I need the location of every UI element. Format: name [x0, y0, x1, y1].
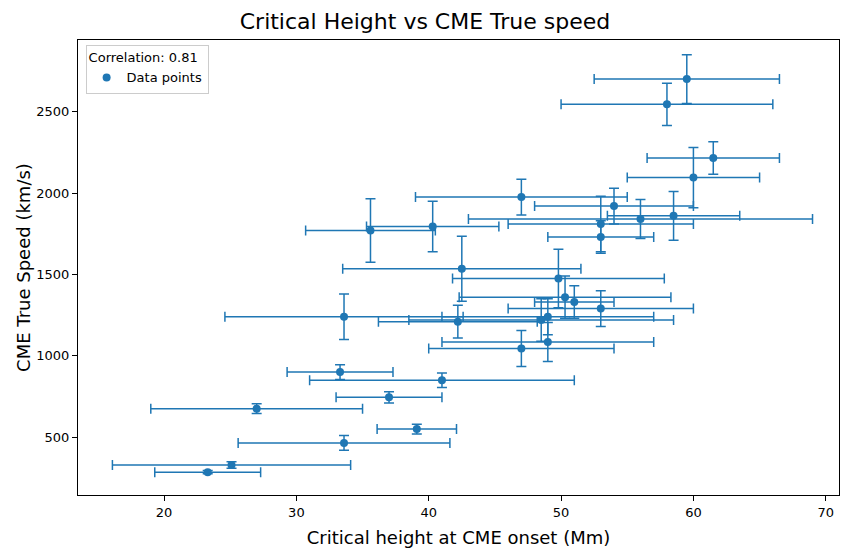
svg-text:40: 40: [420, 505, 437, 520]
svg-text:1000: 1000: [36, 348, 69, 363]
svg-text:Critical Height vs CME True sp: Critical Height vs CME True speed: [240, 9, 611, 34]
svg-text:2000: 2000: [36, 186, 69, 201]
svg-text:20: 20: [156, 505, 173, 520]
svg-text:50: 50: [553, 505, 570, 520]
svg-text:30: 30: [288, 505, 305, 520]
svg-text:1500: 1500: [36, 267, 69, 282]
svg-text:500: 500: [45, 430, 70, 445]
svg-text:70: 70: [817, 505, 834, 520]
svg-text:2500: 2500: [36, 104, 69, 119]
svg-text:Correlation: 0.81: Correlation: 0.81: [89, 50, 198, 65]
svg-text:Data points: Data points: [127, 70, 202, 85]
svg-text:60: 60: [685, 505, 702, 520]
svg-text:Critical height at CME onset (: Critical height at CME onset (Mm): [307, 527, 611, 548]
svg-text:CME True Speed (km/s): CME True Speed (km/s): [13, 163, 34, 372]
